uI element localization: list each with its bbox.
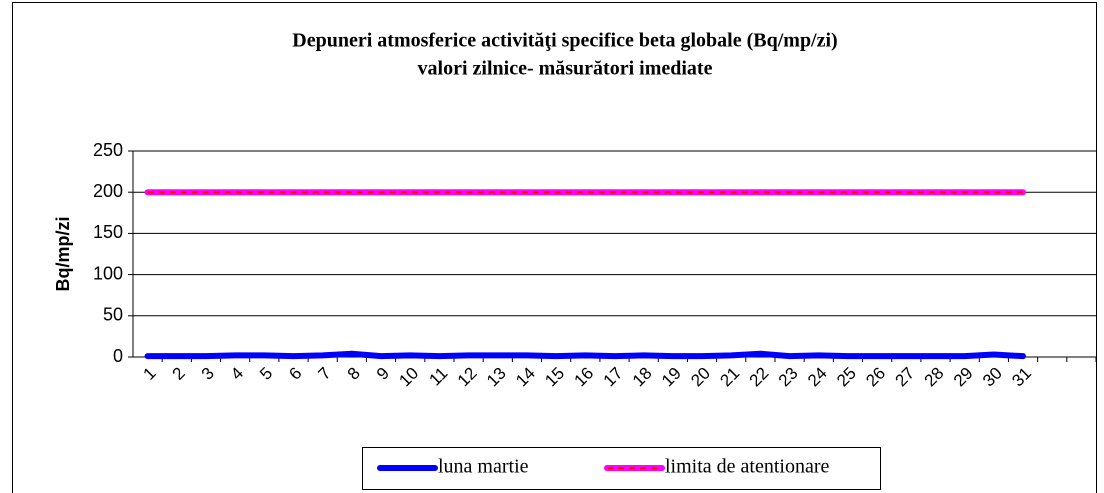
y-tick-label: 150 — [93, 222, 123, 242]
chart-subtitle: valori zilnice- măsurători imediate — [418, 58, 713, 80]
y-tick-label: 100 — [93, 263, 123, 283]
legend-label: luna martie — [438, 456, 529, 478]
y-tick-label: 250 — [93, 140, 123, 160]
y-tick-label: 0 — [113, 346, 123, 366]
y-tick-label: 200 — [93, 181, 123, 201]
y-axis-label: Bq/mp/zi — [53, 217, 73, 292]
y-tick-label: 50 — [103, 305, 123, 325]
chart-border — [12, 2, 1097, 493]
chart-title: Depuneri atmosferice activităţi specific… — [292, 30, 837, 52]
legend-label: limita de atentionare — [665, 456, 829, 478]
series-line — [144, 350, 1027, 360]
